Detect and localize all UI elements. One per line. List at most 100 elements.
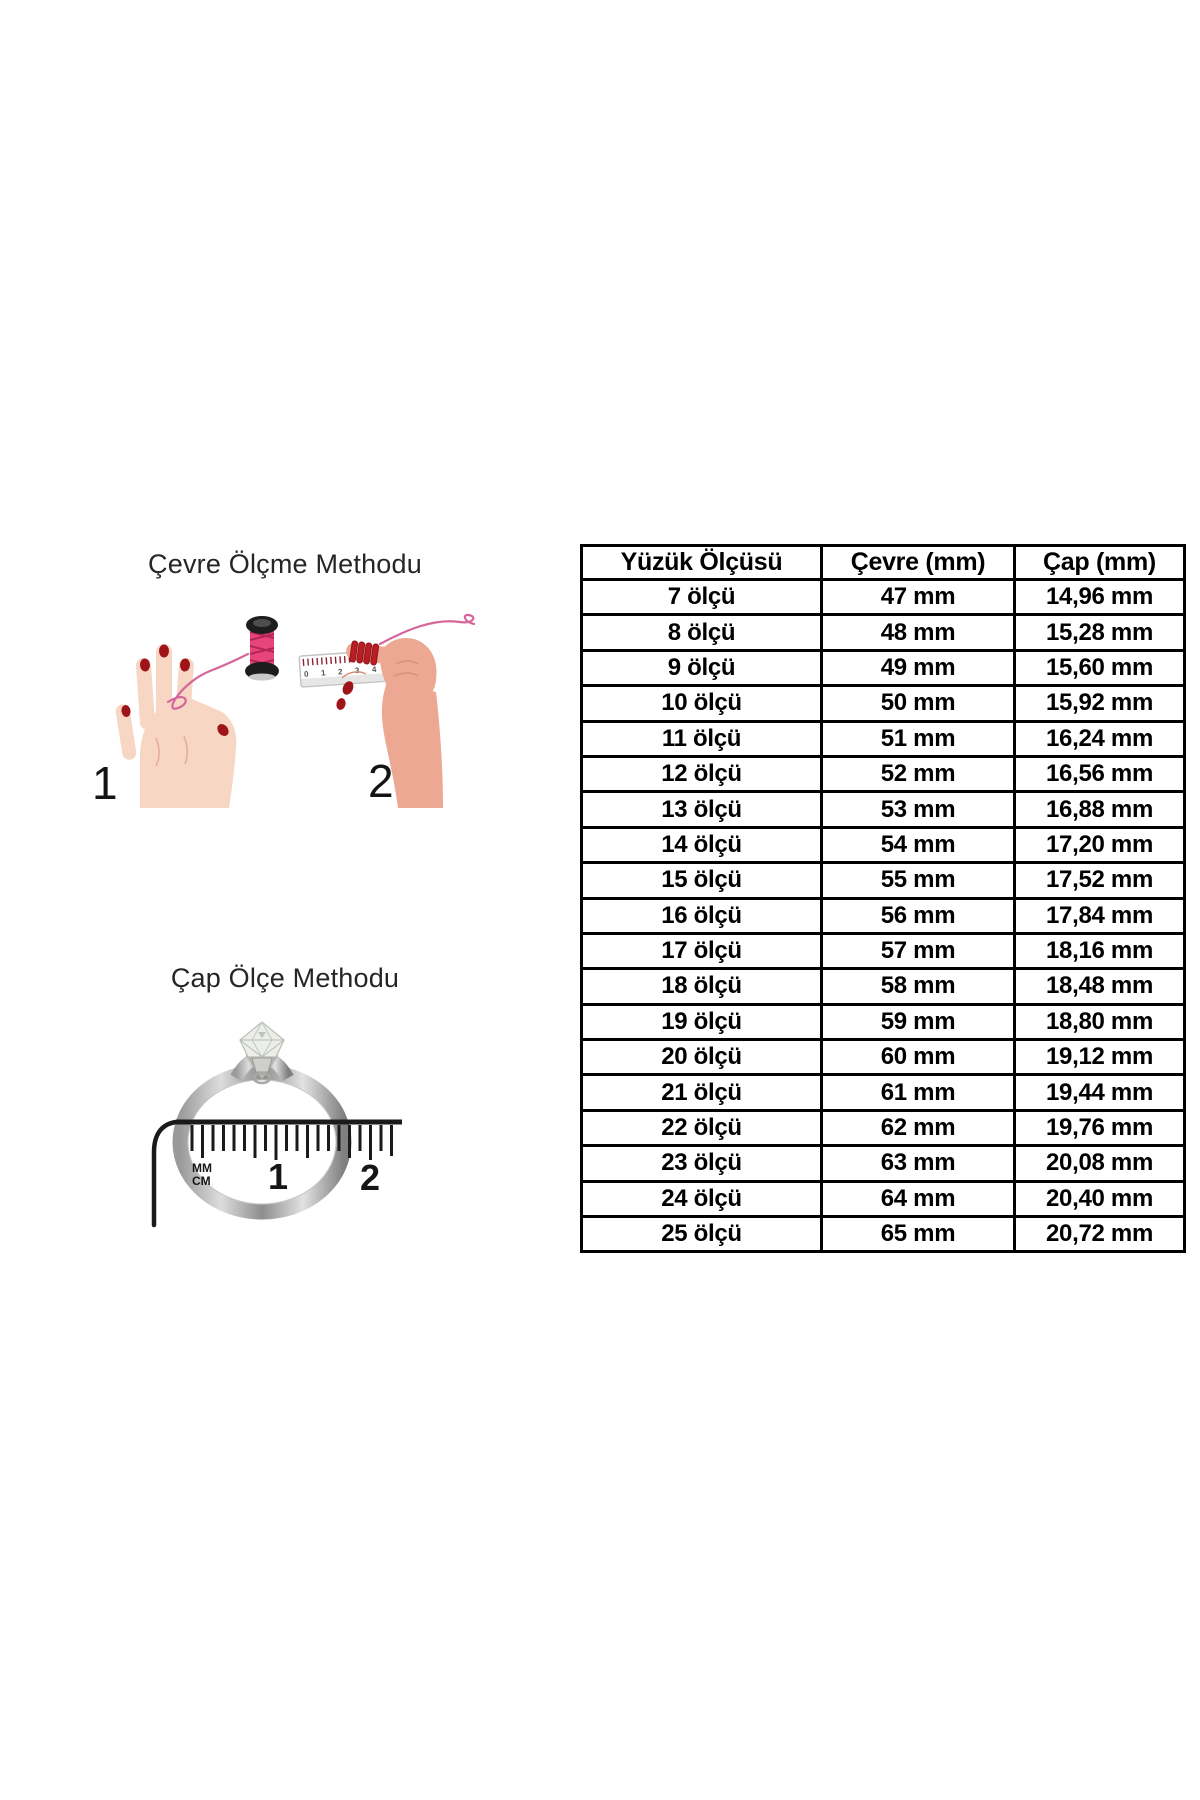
table-cell-circumference: 52 mm	[820, 754, 1016, 794]
table-cell-diameter: 20,40 mm	[1013, 1179, 1186, 1219]
ruler-number: 3	[355, 666, 361, 675]
table-cell-size: 10 ölçü	[580, 684, 823, 723]
table-cell-diameter: 17,20 mm	[1013, 825, 1186, 865]
table-row: 25 ölçü 65 mm 20,72 mm	[580, 1215, 1186, 1254]
table-cell-circumference: 64 mm	[820, 1179, 1016, 1219]
table-cell-diameter: 19,12 mm	[1013, 1038, 1186, 1077]
ring-setting	[246, 1054, 278, 1085]
table-cell-size: 7 ölçü	[580, 577, 823, 617]
table-cell-circumference: 49 mm	[820, 648, 1016, 688]
table-cell-size: 25 ölçü	[580, 1215, 823, 1254]
table-row: 16 ölçü 56 mm 17,84 mm	[580, 896, 1186, 935]
left-hand-illustration	[115, 644, 237, 808]
measuring-thread-left	[166, 652, 250, 710]
thread-wrapped-finger	[349, 640, 380, 666]
table-cell-diameter: 17,52 mm	[1013, 861, 1186, 900]
table-cell-diameter: 14,96 mm	[1013, 577, 1186, 617]
table-cell-circumference: 50 mm	[820, 684, 1016, 723]
table-row: 19 ölçü 59 mm 18,80 mm	[580, 1002, 1186, 1042]
table-cell-diameter: 19,44 mm	[1013, 1073, 1186, 1112]
table-cell-diameter: 18,48 mm	[1013, 967, 1186, 1006]
table-cell-size: 23 ölçü	[580, 1144, 823, 1183]
table-cell-circumference: 55 mm	[820, 861, 1016, 900]
table-row: 23 ölçü 63 mm 20,08 mm	[580, 1144, 1186, 1183]
table-cell-diameter: 20,08 mm	[1013, 1144, 1186, 1183]
table-cell-size: 16 ölçü	[580, 896, 823, 935]
table-cell-circumference: 57 mm	[820, 931, 1016, 971]
table-cell-size: 8 ölçü	[580, 613, 823, 652]
step-1-label: 1	[92, 757, 118, 809]
table-cell-diameter: 15,60 mm	[1013, 648, 1186, 688]
table-cell-size: 14 ölçü	[580, 825, 823, 865]
ruler-number: 1	[321, 668, 327, 677]
table-header-row: Yüzük Ölçüsü Çevre (mm) Çap (mm)	[580, 544, 1186, 581]
table-cell-diameter: 20,72 mm	[1013, 1215, 1186, 1254]
table-cell-circumference: 65 mm	[820, 1215, 1016, 1254]
thread-spool-illustration	[245, 616, 279, 681]
table-cell-circumference: 53 mm	[820, 790, 1016, 829]
table-cell-diameter: 19,76 mm	[1013, 1108, 1186, 1148]
table-cell-circumference: 59 mm	[820, 1002, 1016, 1042]
table-row: 10 ölçü 50 mm 15,92 mm	[580, 684, 1186, 723]
table-cell-diameter: 15,92 mm	[1013, 684, 1186, 723]
table-cell-size: 12 ölçü	[580, 754, 823, 794]
diameter-method-title: Çap Ölçe Methodu	[170, 963, 400, 993]
table-row: 24 ölçü 64 mm 20,40 mm	[580, 1179, 1186, 1219]
table-row: 7 ölçü 47 mm 14,96 mm	[580, 577, 1186, 617]
column-header-circumference: Çevre (mm)	[820, 544, 1016, 581]
table-row: 11 ölçü 51 mm 16,24 mm	[580, 719, 1186, 758]
table-cell-circumference: 63 mm	[820, 1144, 1016, 1183]
column-header-diameter: Çap (mm)	[1013, 544, 1186, 581]
measuring-thread-right	[378, 613, 476, 646]
diamond-icon	[239, 1021, 285, 1058]
table-cell-diameter: 16,88 mm	[1013, 790, 1186, 829]
solitaire-ring-illustration	[172, 1021, 352, 1220]
table-cell-diameter: 18,80 mm	[1013, 1002, 1186, 1042]
ruler-illustration: MM CM 1 2	[151, 1119, 402, 1228]
ruler-number-2: 2	[360, 1157, 380, 1198]
step-2-label: 2	[368, 755, 394, 807]
table-cell-size: 22 ölçü	[580, 1108, 823, 1148]
table-row: 12 ölçü 52 mm 16,56 mm	[580, 754, 1186, 794]
table-row: 21 ölçü 61 mm 19,44 mm	[580, 1073, 1186, 1112]
table-cell-size: 21 ölçü	[580, 1073, 823, 1112]
table-cell-size: 11 ölçü	[580, 719, 823, 758]
ruler-number: 4	[372, 665, 378, 674]
table-row: 20 ölçü 60 mm 19,12 mm	[580, 1038, 1186, 1077]
table-cell-size: 18 ölçü	[580, 967, 823, 1006]
table-cell-diameter: 16,56 mm	[1013, 754, 1186, 794]
table-cell-circumference: 58 mm	[820, 967, 1016, 1006]
diameter-method-illustration: MM CM 1 2	[151, 1021, 402, 1228]
ruler-number-1: 1	[268, 1156, 288, 1197]
table-row: 14 ölçü 54 mm 17,20 mm	[580, 825, 1186, 865]
ruler-number: 0	[304, 670, 310, 679]
table-body: 7 ölçü 47 mm 14,96 mm 8 ölçü 48 mm 15,28 mm 9 …	[580, 577, 1186, 1254]
table-cell-circumference: 54 mm	[820, 825, 1016, 865]
table-cell-size: 19 ölçü	[580, 1002, 823, 1042]
circumference-method-illustration: 0 1 2 3 4	[115, 613, 476, 808]
table-cell-circumference: 56 mm	[820, 896, 1016, 935]
table-cell-size: 20 ölçü	[580, 1038, 823, 1077]
table-cell-size: 17 ölçü	[580, 931, 823, 971]
table-cell-circumference: 60 mm	[820, 1038, 1016, 1077]
right-hand-illustration	[336, 638, 443, 808]
table-row: 13 ölçü 53 mm 16,88 mm	[580, 790, 1186, 829]
table-cell-diameter: 18,16 mm	[1013, 931, 1186, 971]
table-cell-size: 9 ölçü	[580, 648, 823, 688]
table-cell-size: 13 ölçü	[580, 790, 823, 829]
table-cell-diameter: 15,28 mm	[1013, 613, 1186, 652]
table-row: 18 ölçü 58 mm 18,48 mm	[580, 967, 1186, 1006]
table-cell-circumference: 48 mm	[820, 613, 1016, 652]
ruler-unit-cm: CM	[192, 1174, 211, 1188]
circumference-method-title: Çevre Ölçme Methodu	[148, 549, 422, 579]
ring-size-table: Yüzük Ölçüsü Çevre (mm) Çap (mm) 7 ölçü 4…	[580, 544, 1186, 1254]
column-header-ring-size: Yüzük Ölçüsü	[580, 544, 823, 581]
table-row: 17 ölçü 57 mm 18,16 mm	[580, 931, 1186, 971]
table-cell-circumference: 61 mm	[820, 1073, 1016, 1112]
table-cell-diameter: 17,84 mm	[1013, 896, 1186, 935]
table-cell-circumference: 62 mm	[820, 1108, 1016, 1148]
table-row: 9 ölçü 49 mm 15,60 mm	[580, 648, 1186, 688]
table-row: 8 ölçü 48 mm 15,28 mm	[580, 613, 1186, 652]
table-row: 15 ölçü 55 mm 17,52 mm	[580, 861, 1186, 900]
